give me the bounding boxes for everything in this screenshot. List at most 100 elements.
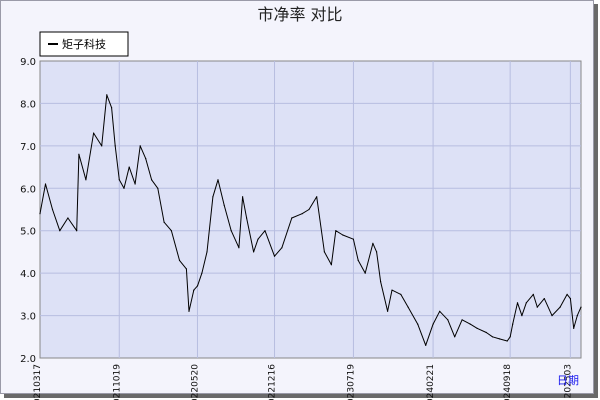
data-point [335, 230, 337, 232]
data-point [157, 187, 159, 189]
data-point [253, 251, 255, 253]
data-point [576, 315, 578, 317]
x-tick-label: 202503 [563, 364, 573, 398]
data-point [206, 251, 208, 253]
y-tick-label: 9.0 [20, 57, 36, 68]
series-layer [39, 94, 582, 346]
data-point [516, 302, 519, 304]
data-point [76, 230, 78, 232]
data-point [357, 259, 359, 261]
data-point [417, 323, 419, 325]
data-point [323, 251, 325, 253]
data-point [580, 306, 582, 308]
data-point [376, 251, 378, 253]
data-point [461, 319, 463, 321]
x-axis: 20210317 20211019 20220520 20221216 20230719… [33, 364, 573, 400]
data-point [391, 289, 393, 291]
grid-lines [40, 61, 581, 358]
data-point [525, 302, 527, 304]
data-point [212, 196, 214, 198]
data-point [301, 213, 303, 215]
y-tick-label: 7.0 [20, 142, 36, 153]
data-point [536, 306, 538, 308]
data-point [439, 310, 441, 312]
data-point [543, 298, 545, 300]
data-point [281, 247, 283, 249]
data-point [407, 306, 409, 308]
data-point [273, 255, 276, 257]
data-point [139, 145, 141, 147]
data-point [352, 238, 354, 240]
data-point [39, 213, 41, 215]
data-point [163, 221, 165, 223]
legend: 矩子科技 [39, 31, 129, 57]
data-point [454, 336, 456, 338]
y-tick-label: 6.0 [20, 184, 36, 195]
x-tick-label: 20240221 [426, 364, 436, 400]
data-point [193, 289, 195, 291]
data-point [106, 94, 108, 96]
data-point [532, 293, 534, 295]
data-point [145, 158, 147, 160]
data-point [316, 196, 318, 198]
data-point [114, 145, 116, 147]
data-point [128, 166, 130, 168]
data-point [178, 259, 181, 261]
data-point [485, 331, 487, 334]
series-line-jz [39, 94, 582, 346]
data-point [44, 183, 47, 185]
data-point [223, 204, 225, 206]
y-tick-label: 4.0 [20, 269, 36, 280]
data-point [85, 179, 87, 181]
data-point [291, 217, 293, 219]
data-point [134, 183, 136, 185]
data-point [308, 208, 310, 211]
data-point [330, 264, 332, 266]
data-point [569, 298, 572, 300]
data-point [400, 293, 402, 295]
y-tick-label: 2.0 [20, 354, 36, 365]
data-point [185, 268, 187, 270]
y-tick-label: 8.0 [20, 99, 36, 110]
data-point [67, 217, 69, 219]
data-point [364, 272, 366, 274]
data-point [447, 319, 449, 321]
y-tick-label: 5.0 [20, 227, 36, 238]
y-tick-label: 3.0 [20, 312, 36, 323]
data-point [101, 145, 103, 147]
data-point [498, 338, 501, 340]
x-tick-label: 20230719 [346, 364, 356, 400]
data-point [59, 230, 61, 232]
data-point [78, 153, 80, 155]
data-point [264, 230, 266, 232]
plot-area [39, 60, 582, 359]
data-point [242, 196, 244, 198]
data-point [380, 281, 382, 283]
data-point [512, 323, 514, 325]
data-point [93, 132, 95, 134]
data-point [111, 107, 113, 109]
data-point [509, 336, 511, 338]
legend-label: 矩子科技 [62, 37, 106, 51]
data-point [201, 272, 203, 274]
data-point [469, 323, 471, 325]
data-point [491, 336, 494, 338]
data-point [432, 323, 434, 325]
y-axis: 2.0 3.0 4.0 5.0 6.0 7.0 8.0 9.0 [20, 57, 36, 365]
x-tick-label: 20240918 [503, 364, 513, 400]
data-point [238, 247, 240, 249]
data-point [246, 217, 248, 219]
date-link[interactable]: 日期 [557, 374, 579, 387]
data-point [521, 315, 523, 317]
data-point [559, 306, 561, 308]
data-point [257, 238, 259, 240]
data-point [188, 310, 190, 312]
data-point [425, 344, 427, 346]
data-point [551, 315, 553, 317]
data-point [151, 179, 153, 181]
data-point [387, 310, 389, 312]
data-point [118, 179, 120, 181]
data-point [217, 179, 219, 181]
data-point [372, 242, 374, 244]
